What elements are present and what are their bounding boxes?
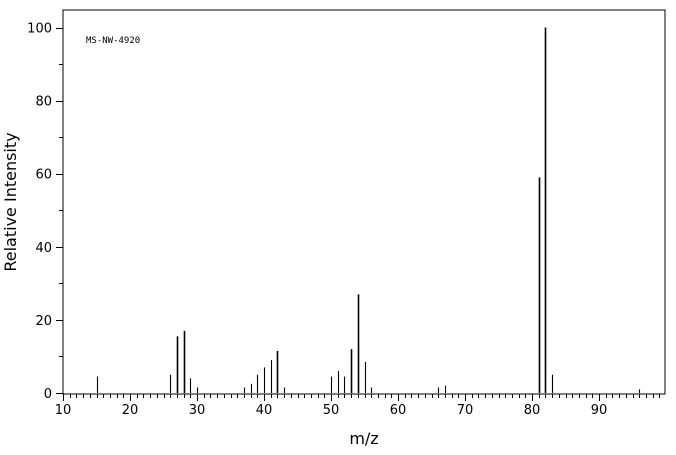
x-tick-label: 50	[323, 403, 340, 418]
y-axis-ticks	[56, 28, 63, 394]
x-tick-label: 10	[55, 403, 72, 418]
x-tick-label: 90	[591, 403, 608, 418]
y-tick-label: 100	[27, 22, 52, 37]
spectrum-id-label: MS-NW-4920	[86, 36, 140, 46]
y-tick-label: 60	[35, 168, 52, 183]
x-tick-label: 70	[457, 403, 474, 418]
spectrum-peaks	[96, 27, 641, 393]
y-tick-label: 0	[44, 387, 52, 402]
y-tick-label: 80	[35, 95, 52, 110]
x-axis-title: m/z	[349, 429, 378, 448]
x-axis-ticks	[63, 394, 660, 401]
y-tick-label: 20	[35, 314, 52, 329]
x-axis-tick-labels: 10 20 30 40 50 60 70 80 90	[55, 403, 608, 418]
x-tick-label: 40	[256, 403, 273, 418]
y-axis-title: Relative Intensity	[1, 132, 20, 271]
x-tick-label: 30	[189, 403, 206, 418]
x-tick-label: 20	[122, 403, 139, 418]
y-tick-label: 40	[35, 241, 52, 256]
plot-frame	[62, 9, 666, 395]
x-tick-label: 80	[524, 403, 541, 418]
x-tick-label: 60	[390, 403, 407, 418]
y-axis-tick-labels: 0 20 40 60 80 100	[27, 22, 52, 403]
